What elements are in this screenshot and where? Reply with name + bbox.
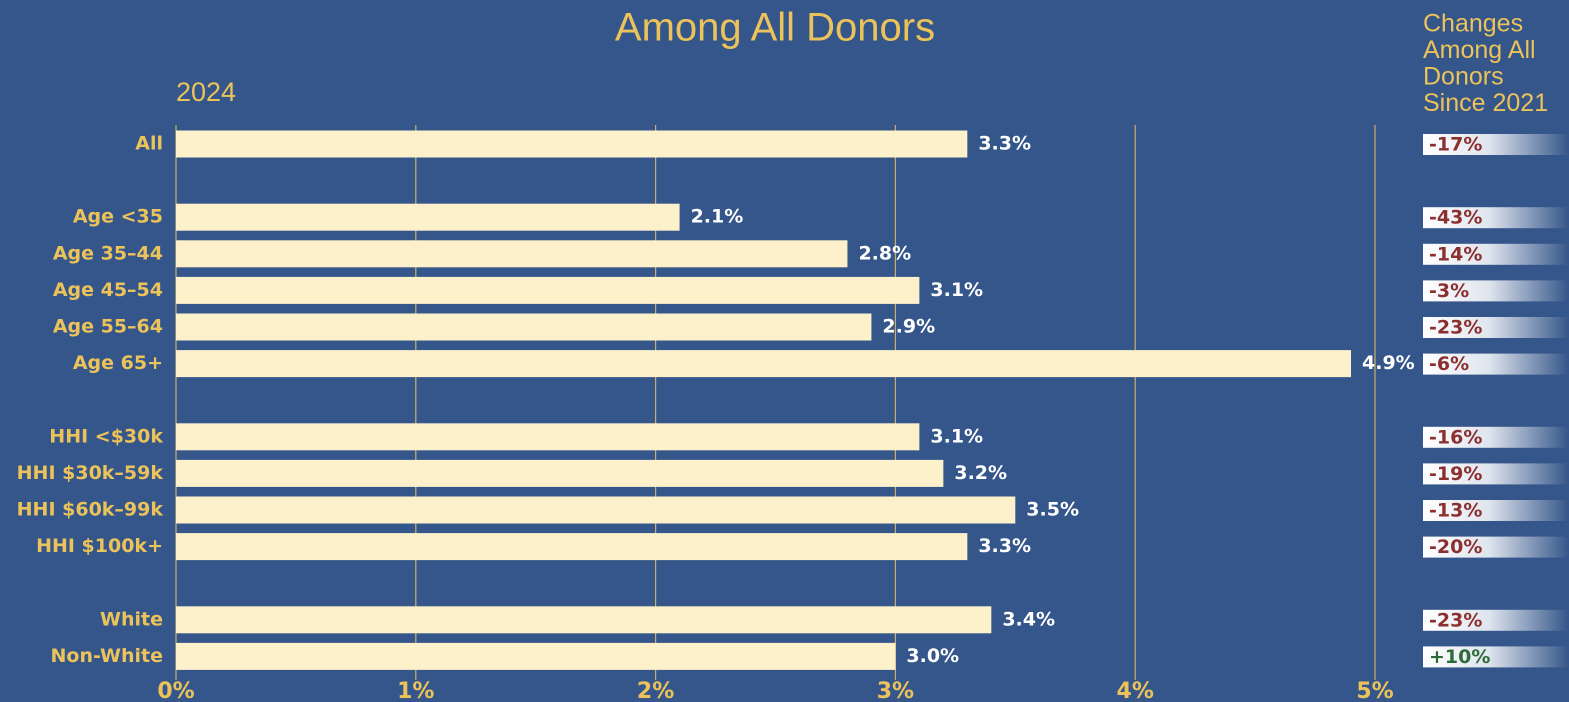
change-box — [1423, 243, 1569, 265]
change-label: -19% — [1429, 463, 1482, 485]
bar — [176, 276, 920, 304]
change-box — [1423, 207, 1569, 229]
change-box — [1423, 134, 1569, 155]
change-label: -20% — [1429, 536, 1482, 558]
change-box — [1423, 609, 1569, 631]
change-label: -23% — [1429, 317, 1482, 339]
category-label: HHI $60k–99k — [17, 499, 164, 521]
bar — [176, 459, 944, 487]
change-label: -43% — [1429, 207, 1482, 229]
value-label: 3.2% — [954, 462, 1007, 484]
category-label: HHI $30k–59k — [17, 462, 164, 484]
change-label: -23% — [1429, 609, 1482, 631]
change-label: -6% — [1429, 353, 1469, 375]
value-label: 4.9% — [1362, 352, 1415, 374]
category-label: White — [100, 608, 163, 630]
category-label: All — [135, 133, 163, 155]
x-tick-label: 0% — [157, 679, 194, 702]
category-label: Age 45–54 — [53, 279, 163, 301]
change-label: -14% — [1429, 243, 1482, 265]
x-tick-label: 5% — [1356, 679, 1393, 702]
change-box — [1423, 536, 1569, 558]
value-label: 3.3% — [978, 535, 1031, 557]
bar — [176, 130, 968, 158]
bar — [176, 642, 896, 670]
changes-title: Since 2021 — [1423, 89, 1548, 117]
value-label: 2.8% — [858, 242, 911, 264]
category-label: Age 35–44 — [53, 242, 163, 264]
bar — [176, 240, 848, 268]
change-label: -16% — [1429, 426, 1482, 448]
change-label: -13% — [1429, 500, 1482, 522]
x-tick-label: 3% — [877, 679, 914, 702]
value-label: 2.9% — [882, 316, 935, 338]
value-label: 3.0% — [906, 645, 959, 667]
changes-title: Changes — [1423, 10, 1523, 38]
change-label: -17% — [1429, 134, 1482, 156]
category-label: Age <35 — [73, 206, 163, 228]
x-tick-label: 2% — [637, 679, 674, 702]
x-tick-label: 4% — [1117, 679, 1154, 702]
bar — [176, 533, 968, 561]
value-label: 3.5% — [1026, 499, 1079, 521]
change-label: +10% — [1429, 646, 1490, 668]
change-box — [1423, 317, 1569, 338]
value-label: 3.1% — [930, 279, 983, 301]
bar — [176, 203, 680, 231]
value-label: 2.1% — [691, 206, 744, 228]
bar — [176, 423, 920, 451]
category-label: HHI <$30k — [49, 425, 163, 447]
bar — [176, 350, 1352, 378]
change-box — [1423, 500, 1569, 521]
chart-title: Among All Donors — [615, 6, 935, 50]
value-label: 3.3% — [978, 133, 1031, 155]
change-label: -3% — [1429, 280, 1469, 302]
value-label: 3.4% — [1002, 608, 1055, 630]
subtitle: 2024 — [176, 77, 236, 107]
changes-title: Among All — [1423, 36, 1536, 64]
bar — [176, 313, 872, 341]
bar — [176, 606, 992, 634]
change-box — [1423, 426, 1569, 448]
category-label: Non-White — [51, 645, 163, 667]
category-label: Age 65+ — [73, 352, 163, 374]
change-box — [1423, 353, 1569, 375]
category-label: HHI $100k+ — [36, 535, 163, 557]
change-box — [1423, 280, 1569, 302]
change-box — [1423, 463, 1569, 485]
value-label: 3.1% — [930, 425, 983, 447]
category-label: Age 55–64 — [53, 316, 163, 338]
x-tick-label: 1% — [397, 679, 434, 702]
bar — [176, 496, 1016, 524]
changes-title: Donors — [1423, 63, 1504, 91]
change-box — [1423, 646, 1569, 668]
